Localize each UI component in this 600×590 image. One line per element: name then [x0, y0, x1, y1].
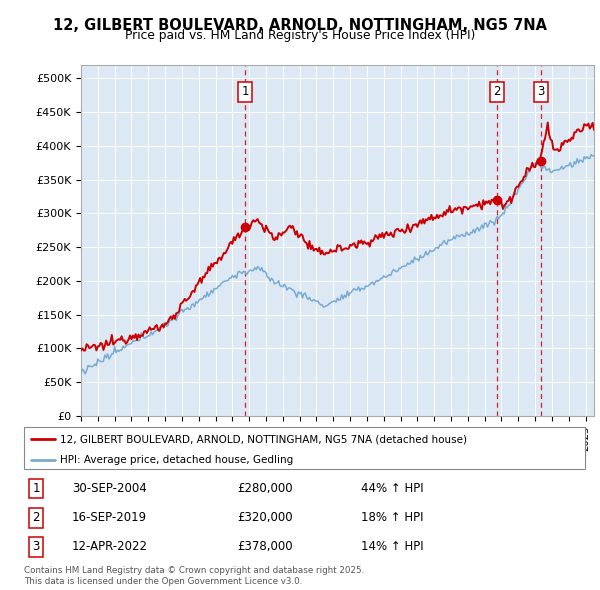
Text: HPI: Average price, detached house, Gedling: HPI: Average price, detached house, Gedl…	[61, 455, 294, 465]
Text: 2: 2	[32, 511, 40, 525]
Text: 12-APR-2022: 12-APR-2022	[71, 540, 148, 553]
Text: £378,000: £378,000	[237, 540, 293, 553]
Text: 44% ↑ HPI: 44% ↑ HPI	[361, 482, 423, 495]
Text: 12, GILBERT BOULEVARD, ARNOLD, NOTTINGHAM, NG5 7NA (detached house): 12, GILBERT BOULEVARD, ARNOLD, NOTTINGHA…	[61, 434, 467, 444]
Text: £280,000: £280,000	[237, 482, 293, 495]
Text: 3: 3	[537, 86, 544, 99]
Text: 1: 1	[241, 86, 249, 99]
Text: 3: 3	[32, 540, 40, 553]
Text: 2: 2	[494, 86, 501, 99]
Text: 1: 1	[32, 482, 40, 495]
Text: Contains HM Land Registry data © Crown copyright and database right 2025.
This d: Contains HM Land Registry data © Crown c…	[24, 566, 364, 586]
Text: Price paid vs. HM Land Registry's House Price Index (HPI): Price paid vs. HM Land Registry's House …	[125, 30, 475, 42]
Text: 16-SEP-2019: 16-SEP-2019	[71, 511, 147, 525]
FancyBboxPatch shape	[24, 427, 585, 469]
Text: 18% ↑ HPI: 18% ↑ HPI	[361, 511, 423, 525]
Text: 12, GILBERT BOULEVARD, ARNOLD, NOTTINGHAM, NG5 7NA: 12, GILBERT BOULEVARD, ARNOLD, NOTTINGHA…	[53, 18, 547, 32]
Text: 30-SEP-2004: 30-SEP-2004	[71, 482, 146, 495]
Text: 14% ↑ HPI: 14% ↑ HPI	[361, 540, 423, 553]
Text: £320,000: £320,000	[237, 511, 293, 525]
